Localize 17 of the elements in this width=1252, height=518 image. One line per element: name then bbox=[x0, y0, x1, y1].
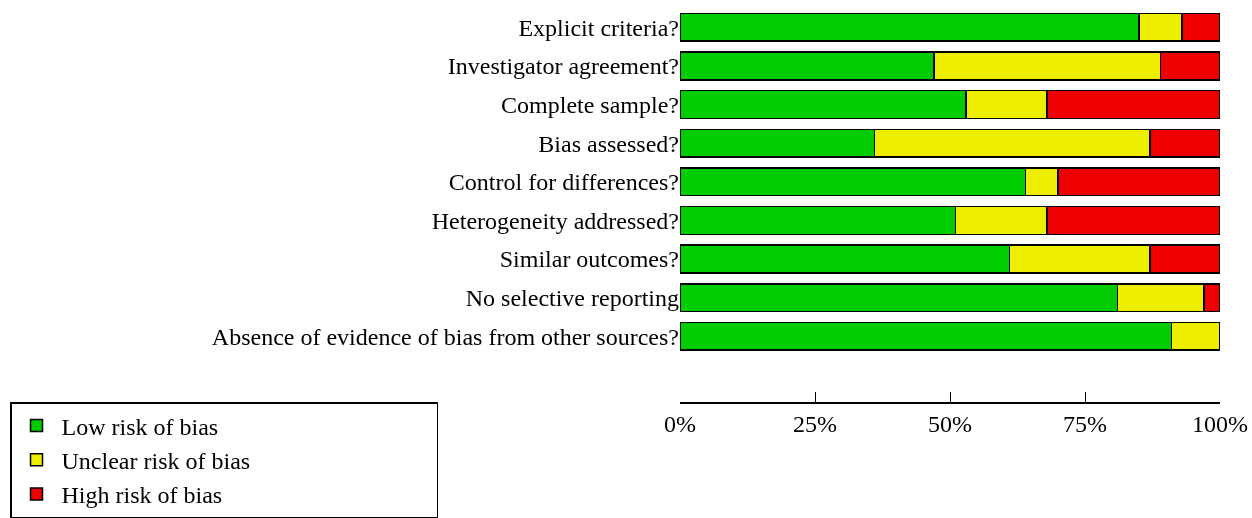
y-tick-label: Control for differences? bbox=[448, 169, 679, 196]
y-tick-label: Absence of evidence of bias from other sources? bbox=[211, 323, 679, 350]
y-tick-label: No selective reporting bbox=[465, 285, 679, 312]
x-tick-label: 25% bbox=[793, 411, 837, 438]
x-tick-label: 0% bbox=[664, 411, 696, 438]
y-tick-label: Heterogeneity addressed? bbox=[431, 207, 679, 234]
y-tick-label: Similar outcomes? bbox=[499, 246, 679, 273]
y-tick-label: Explicit criteria? bbox=[518, 14, 679, 41]
legend-label: Unclear risk of bias bbox=[61, 448, 251, 475]
legend-label: High risk of bias bbox=[61, 482, 223, 509]
y-tick-label: Bias assessed? bbox=[538, 130, 679, 157]
x-tick-label: 50% bbox=[928, 411, 972, 438]
x-tick-label: 100% bbox=[1192, 411, 1248, 438]
legend-label: Low risk of bias bbox=[61, 413, 219, 440]
x-tick-label: 75% bbox=[1063, 411, 1107, 438]
y-tick-label: Investigator agreement? bbox=[447, 53, 679, 80]
y-tick-label: Complete sample? bbox=[501, 91, 679, 118]
